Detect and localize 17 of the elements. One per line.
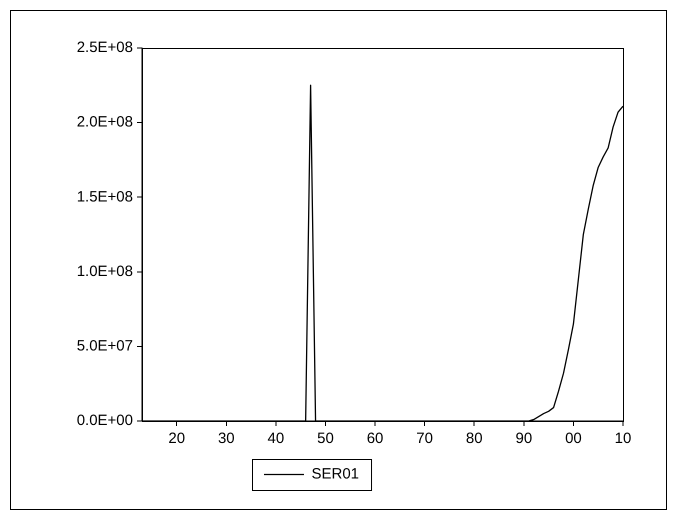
y-tick-label: 1.0E+08 — [76, 262, 133, 280]
x-tick-label: 70 — [416, 430, 433, 448]
x-tick-label: 60 — [366, 430, 384, 448]
y-tick-label: 5.0E+07 — [76, 338, 133, 355]
x-tick-label: 40 — [268, 430, 284, 448]
x-tick-label: 80 — [466, 430, 483, 448]
legend-label: SER01 — [311, 466, 360, 483]
y-tick-label: 1.5E+08 — [76, 188, 133, 206]
x-tick-label: 50 — [317, 430, 334, 448]
x-tick-label: 20 — [168, 430, 186, 448]
x-tick-label: 10 — [614, 430, 632, 448]
x-tick-label: 30 — [218, 430, 235, 448]
x-tick-label: 90 — [515, 430, 532, 448]
y-tick-label: 2.0E+08 — [76, 114, 133, 131]
y-tick-label: 2.5E+08 — [76, 39, 133, 56]
x-tick-label: 00 — [565, 430, 582, 448]
y-tick-label: 0.0E+00 — [76, 412, 133, 430]
